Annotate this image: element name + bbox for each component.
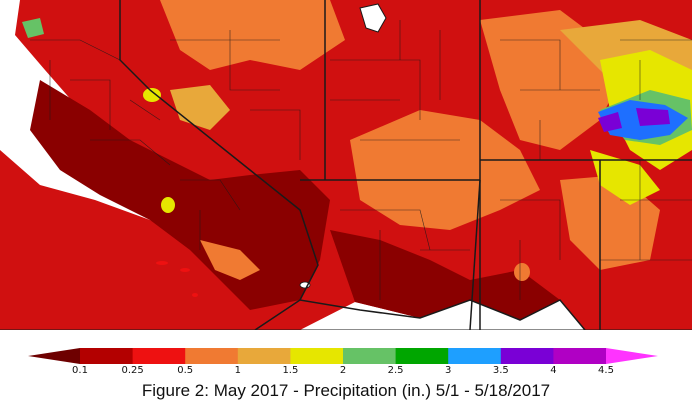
region-orange-socal bbox=[200, 240, 260, 280]
legend-tick-label: 0.5 bbox=[177, 365, 194, 376]
legend-swatch bbox=[132, 348, 186, 364]
great-salt-lake bbox=[359, 3, 387, 33]
region-driest bbox=[30, 80, 330, 310]
precipitation-map bbox=[0, 0, 692, 330]
legend-colorbar bbox=[28, 348, 658, 364]
island-1 bbox=[156, 261, 168, 265]
legend-tick-label: 0.25 bbox=[121, 365, 144, 376]
spot-yellow-tahoe bbox=[143, 88, 161, 102]
region-purple-2 bbox=[636, 108, 670, 126]
legend-swatch bbox=[448, 348, 502, 364]
legend-swatch bbox=[237, 348, 291, 364]
legend-tick-label: 3 bbox=[445, 365, 452, 376]
legend-tick-label: 4 bbox=[550, 365, 557, 376]
figure-caption: Figure 2: May 2017 - Precipitation (in.)… bbox=[141, 381, 551, 400]
legend-arrow-left bbox=[28, 348, 80, 364]
legend-tick-label: 4.5 bbox=[598, 365, 614, 376]
legend-tick-label: 0.1 bbox=[72, 365, 88, 376]
region-orange-north bbox=[160, 0, 345, 70]
legend-swatch bbox=[500, 348, 554, 364]
spot-orange-az bbox=[514, 263, 530, 281]
region-driest-east bbox=[330, 230, 560, 320]
legend-swatch bbox=[185, 348, 239, 364]
legend-tick-label: 1.5 bbox=[282, 365, 299, 376]
state-boundaries bbox=[119, 0, 692, 330]
legend-tick-label: 2.5 bbox=[387, 365, 404, 376]
island-2 bbox=[180, 268, 190, 272]
region-green-nw bbox=[22, 18, 44, 38]
county-lines bbox=[30, 20, 692, 300]
legend-tick-label: 2 bbox=[339, 365, 347, 376]
region-purple-1 bbox=[598, 112, 622, 132]
region-yellow-se bbox=[590, 150, 660, 205]
legend-swatch bbox=[80, 348, 134, 364]
legend-swatch bbox=[395, 348, 449, 364]
legend-swatch bbox=[553, 348, 607, 364]
legend-tick-label: 1 bbox=[234, 365, 241, 376]
island-3 bbox=[192, 293, 198, 297]
legend-swatch bbox=[343, 348, 397, 364]
legend-arrow-right bbox=[606, 348, 658, 364]
spot-yellow-socal bbox=[161, 197, 175, 213]
legend-swatch bbox=[290, 348, 344, 364]
legend-tick-label: 3.5 bbox=[492, 365, 509, 376]
